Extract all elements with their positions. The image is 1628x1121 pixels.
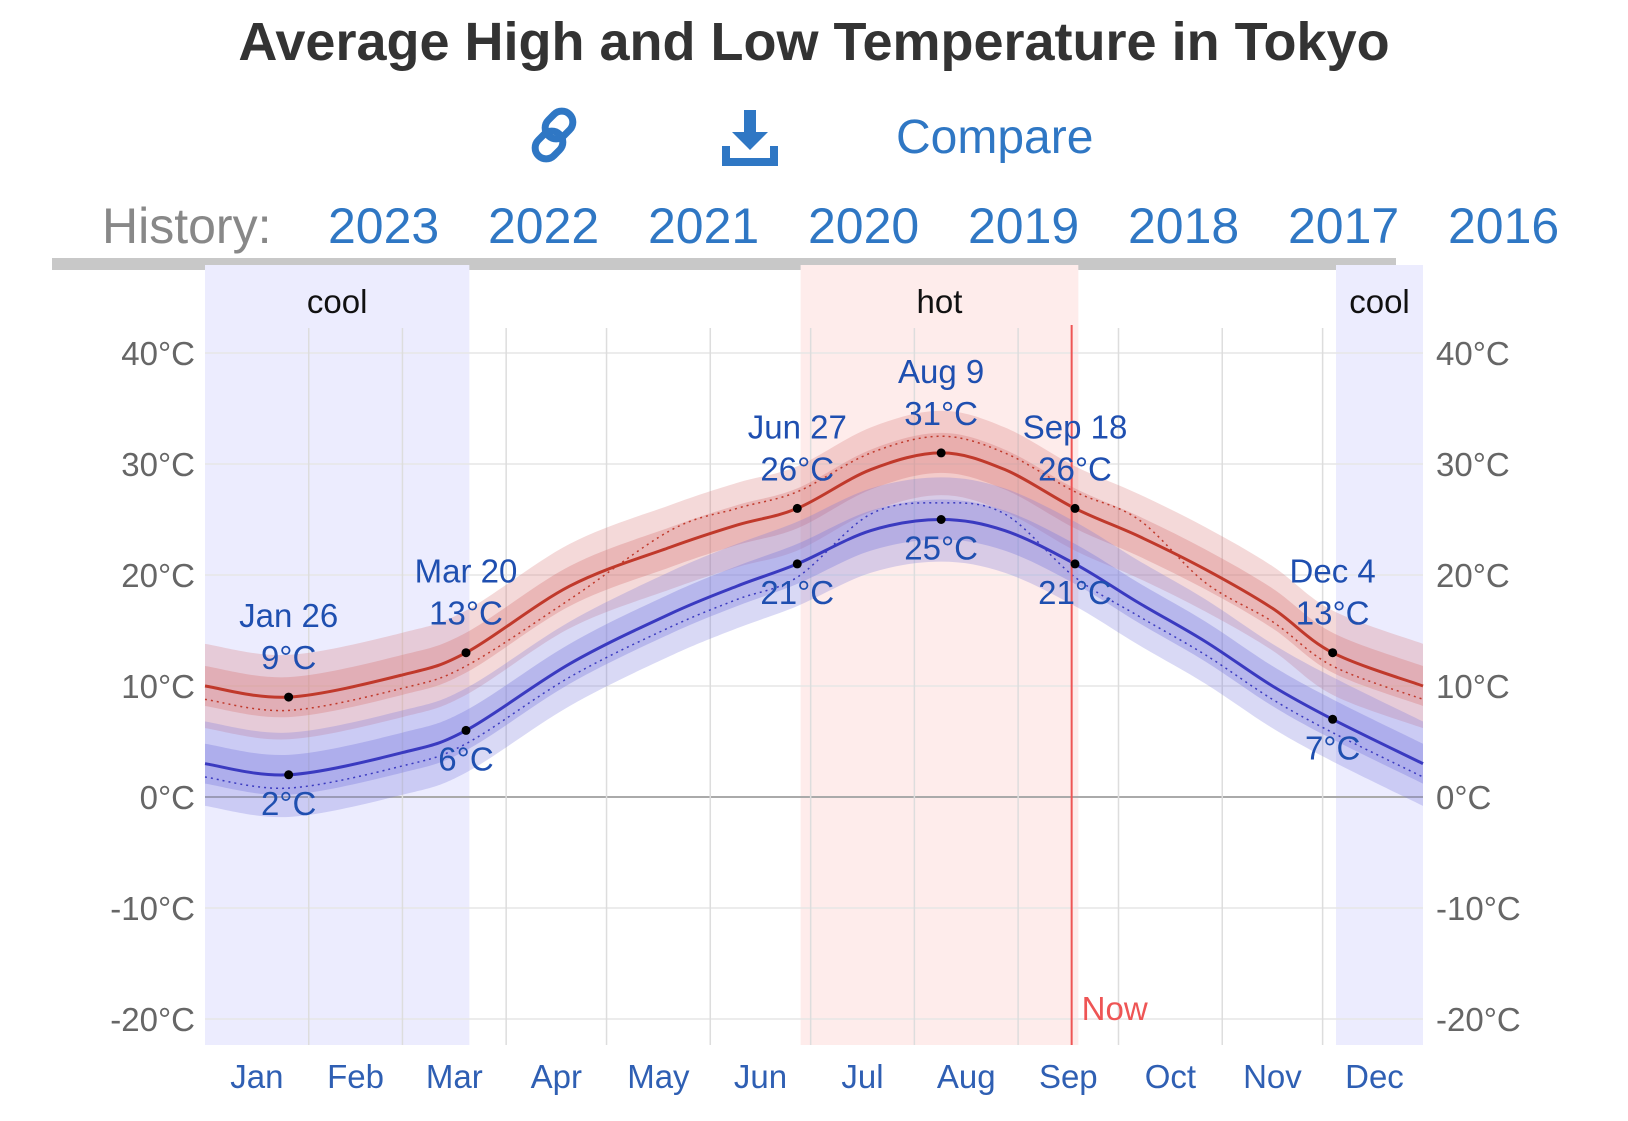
annotation-date: Dec 4	[1290, 553, 1376, 590]
history-year-2020[interactable]: 2020	[808, 198, 920, 254]
low-point	[1328, 714, 1338, 724]
season-label-cool-2: cool	[1349, 283, 1410, 320]
x-tick-label: Apr	[531, 1058, 582, 1095]
annotation-high: 13°C	[1296, 595, 1370, 632]
annotation-high: 13°C	[429, 595, 503, 632]
y-tick-label-right: 30°C	[1436, 446, 1510, 483]
annotation-date: Jun 27	[748, 408, 847, 445]
season-band-cool-0	[205, 265, 470, 1045]
x-tick-label: Aug	[937, 1058, 996, 1095]
history-year-2023[interactable]: 2023	[328, 198, 440, 254]
high-point	[936, 448, 946, 458]
annotation-high: 31°C	[904, 395, 978, 432]
annotation-date: Aug 9	[898, 353, 984, 390]
season-band-cool-2	[1336, 265, 1423, 1045]
annotation-high: 26°C	[1038, 450, 1112, 487]
annotation-high: 26°C	[760, 450, 834, 487]
history-year-2022[interactable]: 2022	[488, 198, 600, 254]
low-point	[461, 725, 471, 735]
low-point	[284, 770, 294, 780]
annotation-date: Jan 26	[239, 597, 338, 634]
x-tick-label: Sep	[1039, 1058, 1098, 1095]
page-title: Average High and Low Temperature in Toky…	[238, 12, 1390, 72]
season-label-cool-0: cool	[307, 283, 368, 320]
series-dotted-low	[204, 502, 1424, 790]
y-tick-label-left: 40°C	[121, 335, 195, 372]
band-inner-low	[205, 499, 1423, 795]
high-point	[1328, 648, 1338, 658]
y-tick-label-left: 0°C	[140, 779, 195, 816]
annotation-low: 21°C	[760, 574, 834, 611]
history-label: History:	[102, 198, 272, 254]
low-point	[936, 515, 946, 524]
high-point	[792, 503, 802, 513]
y-tick-label-right: 20°C	[1436, 557, 1510, 594]
download-icon[interactable]	[720, 108, 780, 168]
annotation-high: 9°C	[261, 639, 316, 676]
y-tick-label-right: 0°C	[1436, 779, 1491, 816]
x-tick-label: May	[627, 1058, 690, 1095]
annotation-low: 21°C	[1038, 574, 1112, 611]
annotation-date: Sep 18	[1023, 408, 1128, 445]
band-outer-low	[205, 477, 1423, 818]
y-tick-label-right: -10°C	[1436, 890, 1521, 927]
y-tick-label-left: 30°C	[121, 446, 195, 483]
x-tick-label: Mar	[426, 1058, 483, 1095]
x-tick-label: Jan	[230, 1058, 283, 1095]
annotation-low: 6°C	[438, 740, 493, 777]
annotation-low: 2°C	[261, 785, 316, 822]
annotation-low: 7°C	[1305, 729, 1360, 766]
history-year-2021[interactable]: 2021	[648, 198, 760, 254]
season-band-hot-1	[800, 265, 1079, 1045]
series-line-low	[204, 517, 1424, 777]
y-tick-label-left: -20°C	[110, 1001, 195, 1038]
y-tick-label-left: -10°C	[110, 890, 195, 927]
x-tick-label: Oct	[1145, 1058, 1196, 1095]
y-tick-label-right: 10°C	[1436, 668, 1510, 705]
history-year-2018[interactable]: 2018	[1128, 198, 1240, 254]
high-point	[1070, 503, 1080, 513]
high-point	[461, 648, 471, 658]
chart-toolbar: Compare	[0, 100, 1628, 180]
season-label-hot-1: hot	[917, 283, 963, 320]
x-tick-label: Nov	[1243, 1058, 1302, 1095]
y-tick-label-right: -20°C	[1436, 1001, 1521, 1038]
series-dotted-high	[204, 435, 1424, 712]
annotation-low: 25°C	[904, 530, 978, 567]
y-tick-label-left: 20°C	[121, 557, 195, 594]
annotation-date: Mar 20	[415, 553, 518, 590]
x-tick-label: Dec	[1345, 1058, 1404, 1095]
compare-link[interactable]: Compare	[896, 111, 1094, 164]
history-year-2019[interactable]: 2019	[968, 198, 1080, 254]
y-tick-label-right: 40°C	[1436, 335, 1510, 372]
low-point	[1070, 559, 1080, 569]
high-point	[284, 692, 294, 702]
history-year-bar: History: 2023 2022 2021 2020 2019 2018 2…	[0, 190, 1628, 270]
history-year-2016[interactable]: 2016	[1448, 198, 1560, 254]
band-inner-high	[205, 432, 1423, 718]
series-line-high	[204, 451, 1424, 699]
y-tick-label-left: 10°C	[121, 668, 195, 705]
x-tick-label: Jul	[841, 1058, 883, 1095]
now-label: Now	[1082, 990, 1148, 1027]
link-icon[interactable]	[528, 106, 588, 166]
band-outer-high	[205, 410, 1423, 740]
x-tick-label: Jun	[734, 1058, 787, 1095]
x-tick-label: Feb	[327, 1058, 384, 1095]
history-year-2017[interactable]: 2017	[1288, 198, 1400, 254]
low-point	[792, 559, 802, 569]
